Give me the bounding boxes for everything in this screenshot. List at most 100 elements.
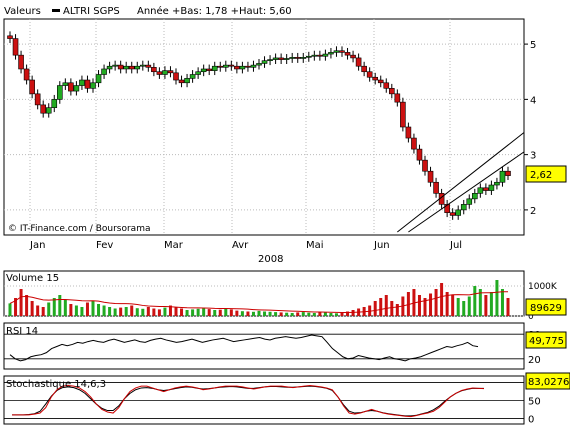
volume-bar xyxy=(41,307,45,316)
volume-bar xyxy=(218,309,222,316)
volume-bar xyxy=(85,302,89,316)
volume-bar xyxy=(19,289,23,316)
volume-bar xyxy=(373,301,377,316)
volume-bar xyxy=(312,313,316,316)
volume-title: Volume 15 xyxy=(6,273,59,284)
price-y-tick-label: 2 xyxy=(530,206,536,217)
volume-bar xyxy=(25,295,29,316)
stoch-panel: Stochastique 14,6,3 xyxy=(3,375,525,425)
volume-bar xyxy=(185,310,189,316)
volume-bar xyxy=(274,312,278,316)
candle-body xyxy=(178,79,185,84)
volume-bar xyxy=(285,312,289,316)
candle-body xyxy=(294,57,301,59)
price-x-tick-label: Jan xyxy=(29,240,45,251)
candle-body xyxy=(256,63,262,66)
candle-body xyxy=(68,82,74,92)
candle-body xyxy=(200,68,207,73)
price-x-tick-label: Mai xyxy=(306,240,324,251)
volume-bar xyxy=(196,308,200,316)
volume-bar xyxy=(440,283,444,316)
volume-bar xyxy=(318,311,322,316)
price-y-ticks: 2 3 4 5 xyxy=(524,40,536,217)
volume-bar xyxy=(279,312,283,316)
volume-bar xyxy=(451,295,455,316)
volume-bar xyxy=(462,301,466,316)
rsi-value-box xyxy=(525,331,567,349)
volume-bar xyxy=(157,309,161,316)
price-x-tick-label: Jul xyxy=(449,240,462,251)
candle-body xyxy=(311,54,318,57)
candle-body xyxy=(184,78,190,84)
candle-body xyxy=(460,204,467,211)
candle-body xyxy=(12,38,19,56)
candle-body xyxy=(400,101,406,128)
candle-body xyxy=(217,65,224,68)
volume-bar xyxy=(36,305,40,316)
volume-bar xyxy=(207,309,211,316)
candle-body xyxy=(250,64,257,68)
volume-bar xyxy=(180,308,184,316)
candle-body xyxy=(344,52,351,56)
volume-bar xyxy=(108,307,112,316)
price-last-value: 2,62 xyxy=(530,170,552,181)
candle-body xyxy=(383,82,390,89)
candle-body xyxy=(289,57,296,59)
candle-body xyxy=(101,68,107,75)
volume-bar xyxy=(213,310,217,316)
volume-bar xyxy=(323,312,327,316)
candle-body xyxy=(79,79,85,86)
candle-body xyxy=(388,88,395,95)
candle-body xyxy=(145,64,152,68)
volume-bar xyxy=(334,313,338,316)
stoch-y-tick-label: 50 xyxy=(528,397,541,408)
price-candles xyxy=(7,31,511,220)
candle-body xyxy=(167,70,174,74)
candle-body xyxy=(206,68,212,71)
candle-body xyxy=(372,76,379,81)
candle-body xyxy=(134,65,141,70)
volume-bar xyxy=(296,312,300,316)
volume-bar xyxy=(478,289,482,316)
candle-body xyxy=(366,71,373,78)
volume-bar xyxy=(69,304,73,316)
candle-body xyxy=(483,187,489,191)
volume-y-ticks: 1000K 0 xyxy=(528,282,558,322)
volume-bar xyxy=(135,308,139,316)
candle-body xyxy=(405,126,412,139)
stoch-value-box xyxy=(525,372,570,390)
candle-body xyxy=(95,74,102,84)
candle-body xyxy=(394,93,401,103)
volume-bar xyxy=(257,310,261,316)
volume-y-tick-label: 0 xyxy=(528,312,534,322)
volume-bar xyxy=(168,305,172,316)
price-x-ticks: Jan Fev Mar Avr Mai Jun Jul xyxy=(29,240,462,251)
candle-body xyxy=(333,50,340,53)
volume-bar xyxy=(47,302,51,316)
candle-body xyxy=(427,170,434,183)
candle-body xyxy=(267,59,273,61)
candle-body xyxy=(416,148,423,161)
candle-body xyxy=(34,93,41,106)
volume-bar xyxy=(340,312,344,316)
rsi-title: RSI 14 xyxy=(6,326,38,337)
candle-body xyxy=(449,212,456,216)
candle-body xyxy=(106,65,113,70)
volume-bar xyxy=(63,299,67,316)
candle-body xyxy=(162,70,168,75)
volume-bar xyxy=(379,298,383,316)
volume-bar xyxy=(417,295,421,316)
volume-bar xyxy=(500,289,504,316)
header-stats: Année +Bas: 1,78 +Haut: 5,60 xyxy=(137,5,292,17)
candle-body xyxy=(361,65,367,73)
volume-bar xyxy=(346,311,350,316)
candle-body xyxy=(151,67,157,73)
volume-bar xyxy=(445,292,449,316)
price-panel: 2 3 4 5 © IT-Finance.com / Boursorama xyxy=(3,18,536,236)
header-menu[interactable]: Valeurs xyxy=(4,6,41,17)
volume-bar xyxy=(235,310,239,316)
volume-bar xyxy=(80,307,84,316)
candle-body xyxy=(123,65,129,70)
price-y-tick-label: 4 xyxy=(530,95,536,106)
